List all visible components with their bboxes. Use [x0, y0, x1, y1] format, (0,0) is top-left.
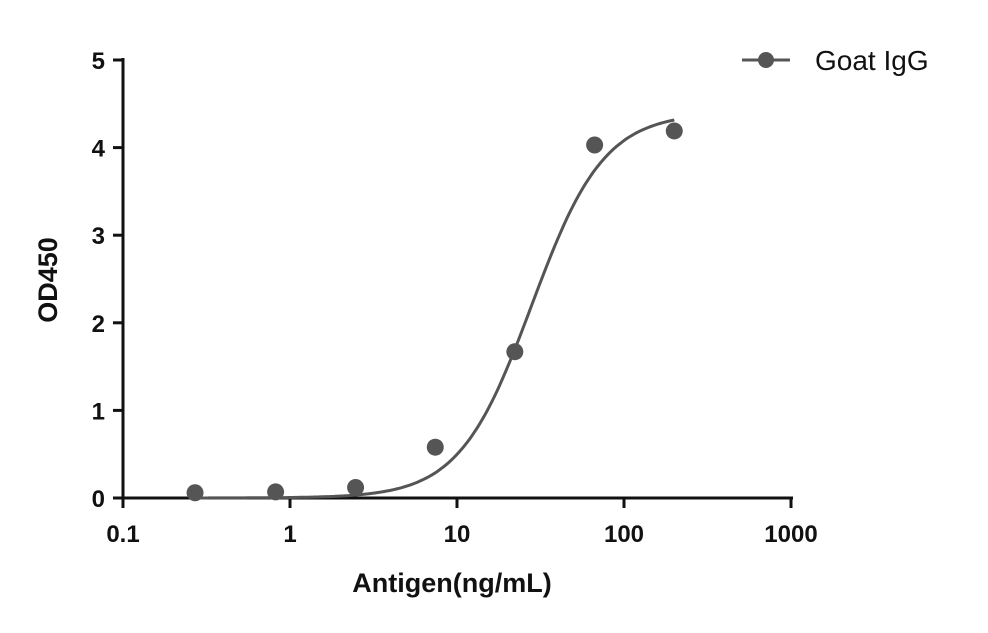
- data-point: [186, 484, 204, 502]
- y-axis-label: OD450: [33, 237, 63, 323]
- series-goat-igg: [186, 118, 683, 502]
- legend: Goat IgG: [742, 45, 929, 76]
- x-tick-label: 1: [283, 521, 296, 548]
- y-tick-label: 1: [92, 398, 105, 425]
- y-tick-label: 0: [92, 486, 105, 513]
- legend-marker: [758, 52, 774, 68]
- data-point: [586, 136, 604, 154]
- y-tick-label: 5: [92, 48, 105, 75]
- x-tick-label: 100: [604, 521, 644, 548]
- data-point: [665, 122, 683, 140]
- x-tick-label: 0.1: [106, 521, 139, 548]
- x-tick-label: 10: [444, 521, 471, 548]
- y-tick-label: 2: [92, 311, 105, 338]
- data-point: [347, 478, 365, 496]
- x-ticks: 0.1 1 10 100 1000: [106, 498, 818, 548]
- data-point: [267, 483, 285, 501]
- legend-label: Goat IgG: [815, 45, 929, 76]
- data-point: [426, 438, 444, 456]
- y-ticks: 0 1 2 3 4 5: [92, 48, 123, 513]
- y-tick-label: 4: [92, 136, 106, 163]
- axes: [121, 58, 793, 500]
- x-tick-label: 1000: [764, 521, 817, 548]
- y-tick-label: 3: [92, 223, 105, 250]
- x-axis-label: Antigen(ng/mL): [352, 568, 551, 598]
- data-point: [506, 343, 524, 361]
